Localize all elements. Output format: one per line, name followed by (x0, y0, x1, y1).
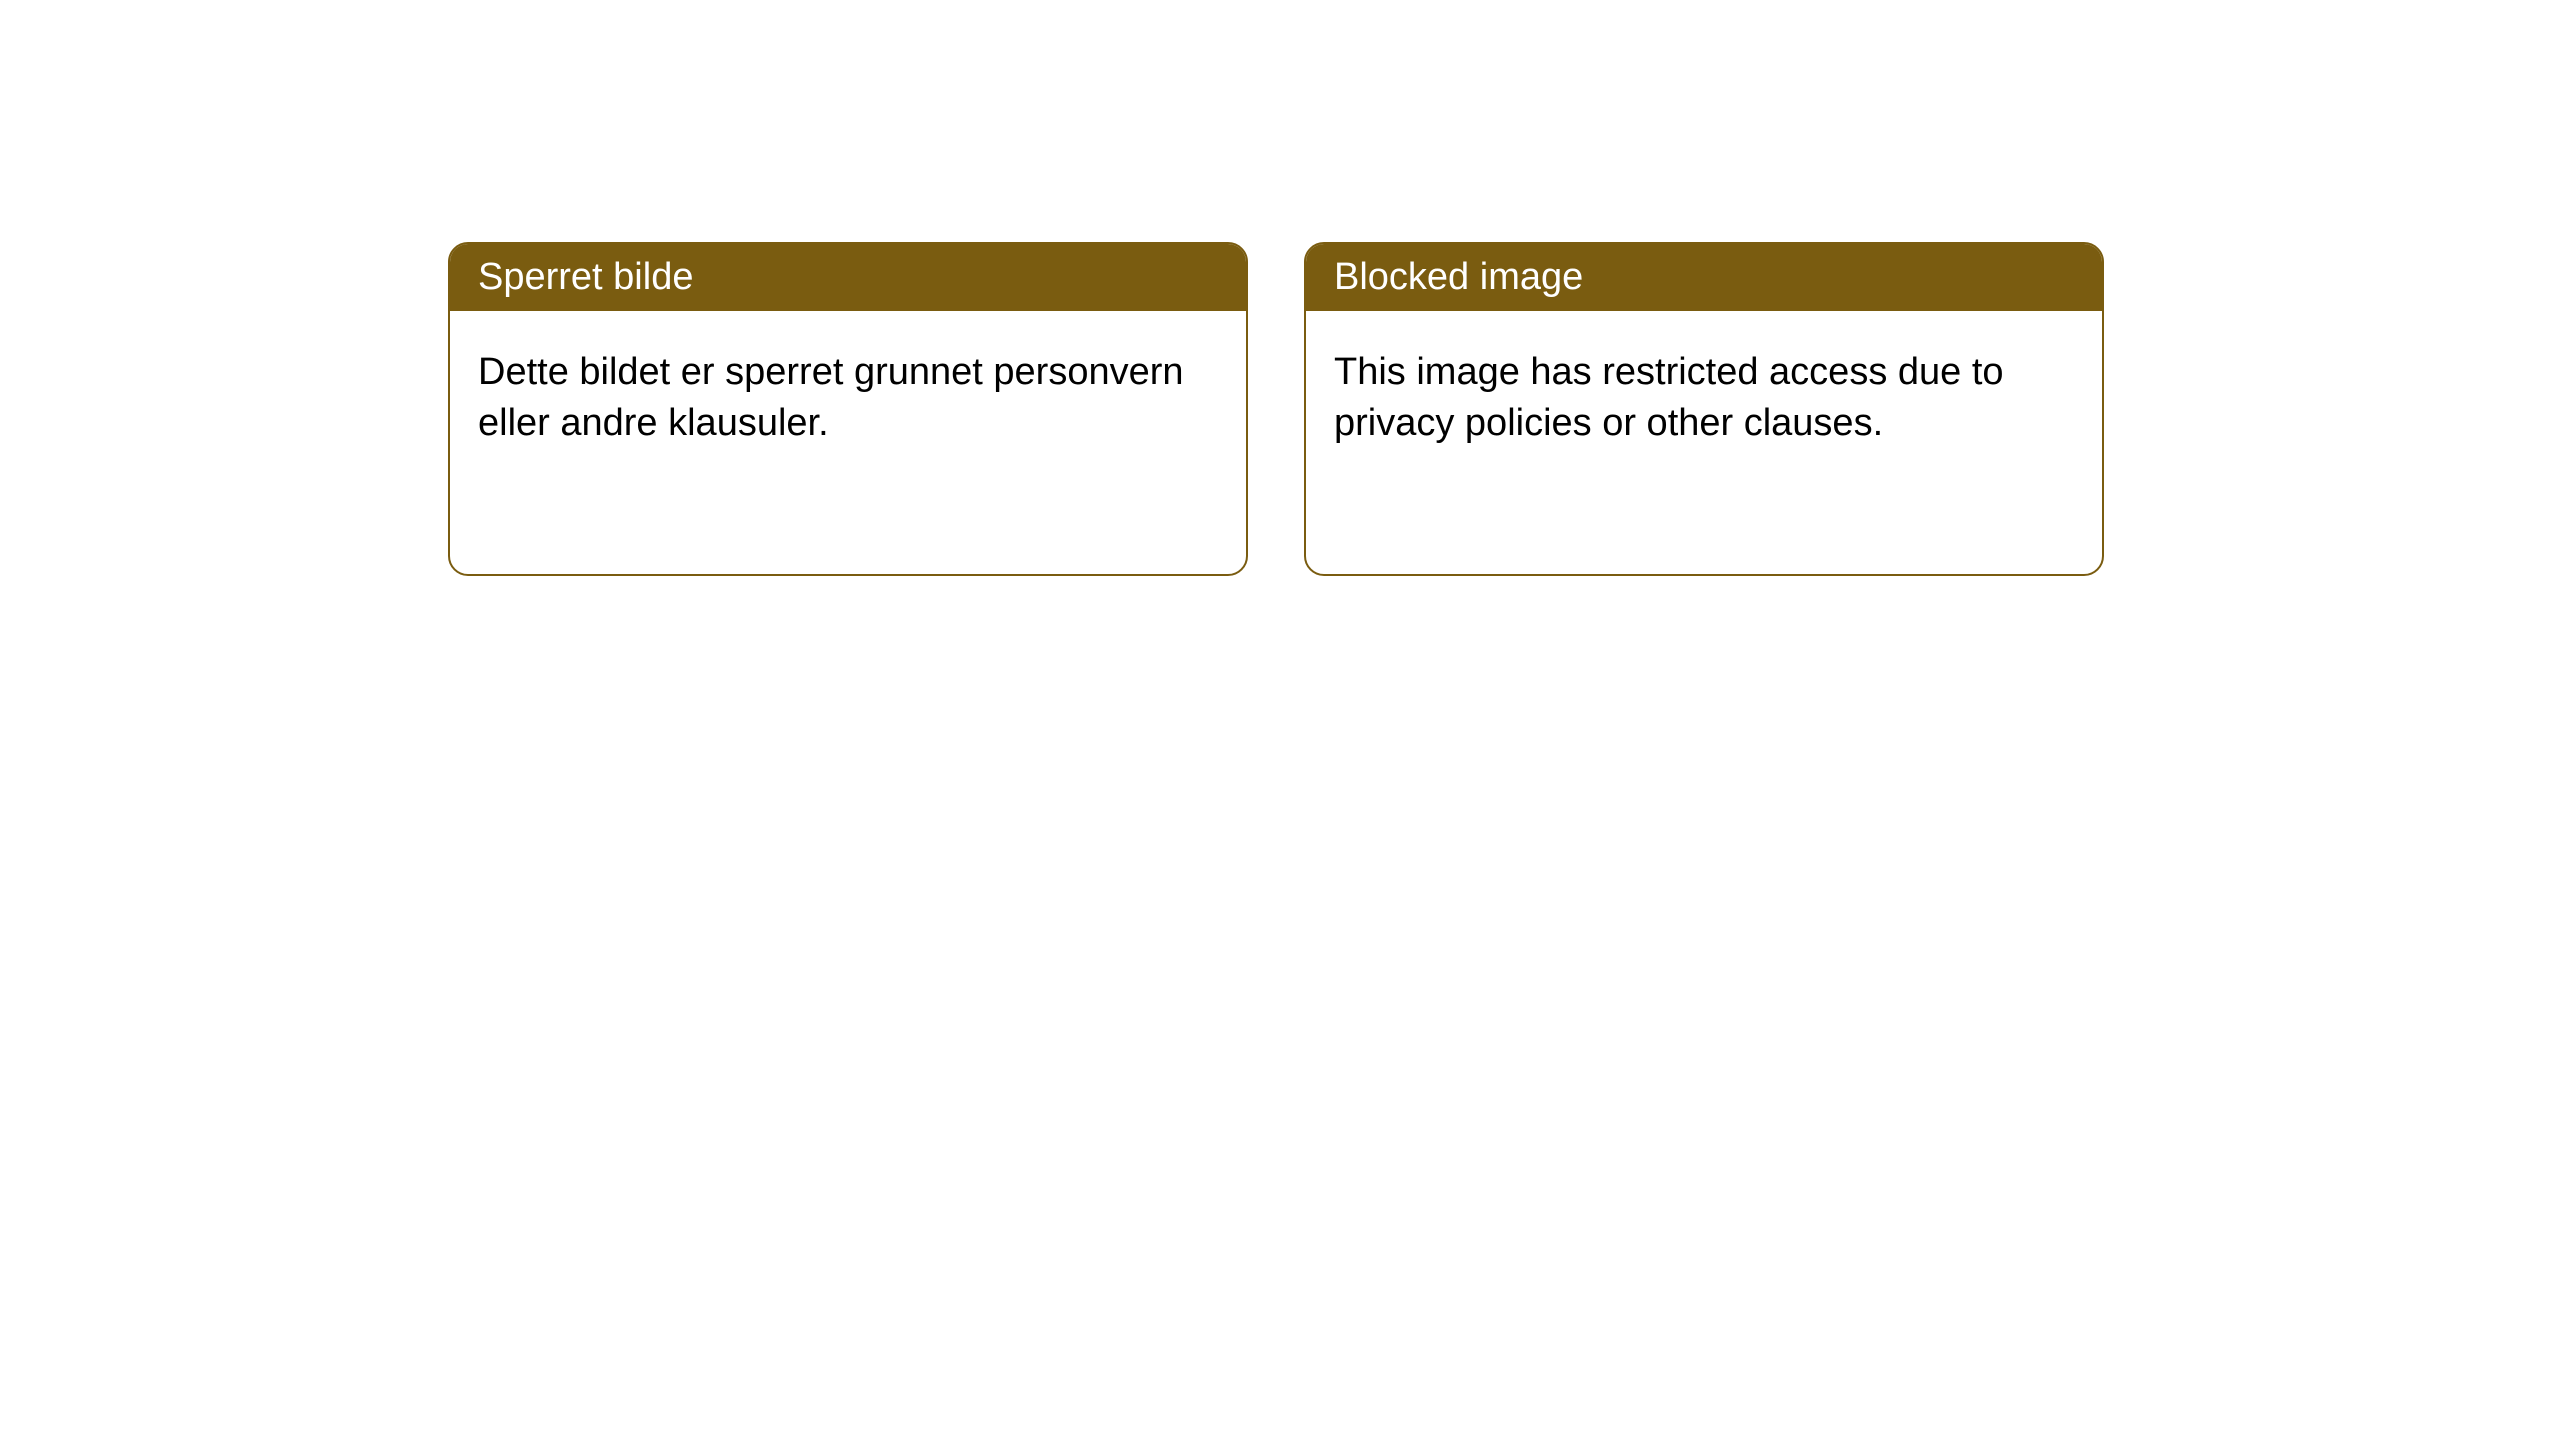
card-norwegian: Sperret bilde Dette bildet er sperret gr… (448, 242, 1248, 576)
card-norwegian-text: Dette bildet er sperret grunnet personve… (478, 351, 1184, 444)
card-english-body: This image has restricted access due to … (1306, 311, 2102, 486)
card-english: Blocked image This image has restricted … (1304, 242, 2104, 576)
card-norwegian-body: Dette bildet er sperret grunnet personve… (450, 311, 1246, 486)
card-norwegian-header: Sperret bilde (450, 244, 1246, 311)
card-english-title: Blocked image (1334, 256, 1583, 298)
card-english-header: Blocked image (1306, 244, 2102, 311)
card-norwegian-title: Sperret bilde (478, 256, 693, 298)
cards-container: Sperret bilde Dette bildet er sperret gr… (0, 0, 2560, 576)
card-english-text: This image has restricted access due to … (1334, 351, 2004, 444)
